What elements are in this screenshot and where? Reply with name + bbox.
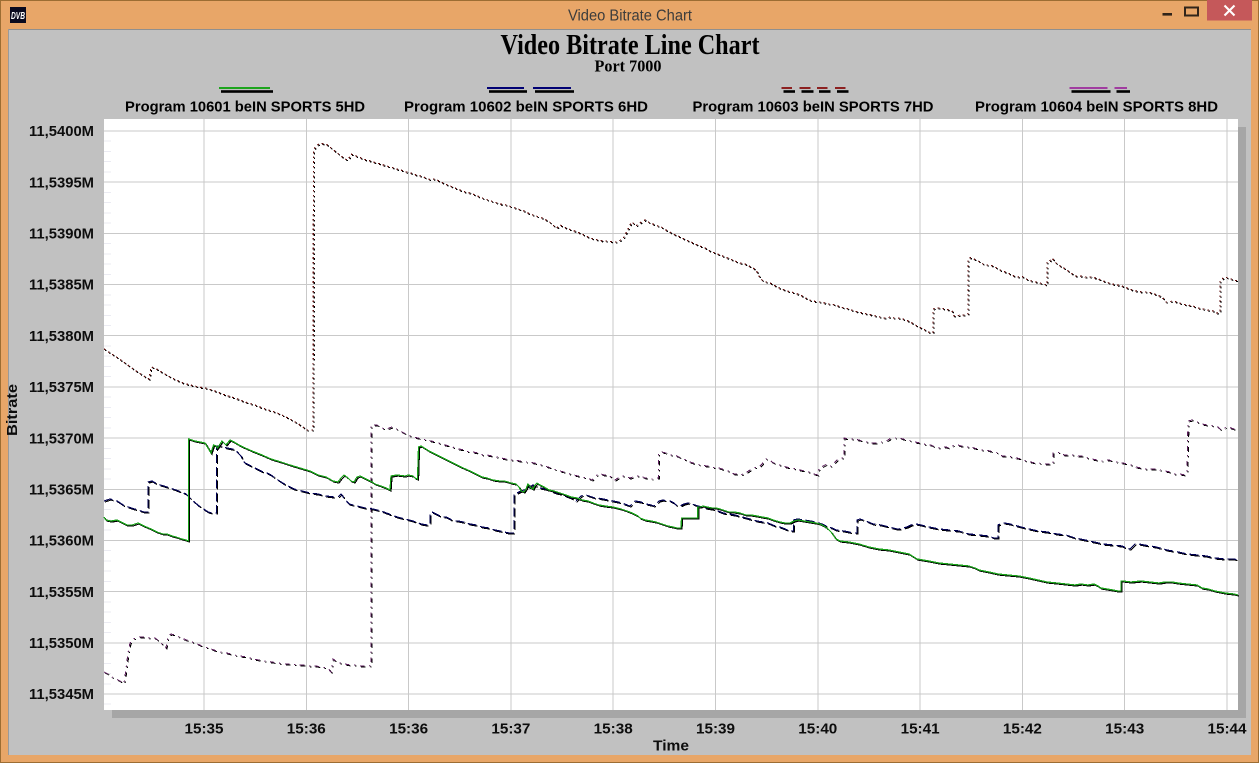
svg-text:11,5385M: 11,5385M [29, 277, 94, 294]
svg-text:15:35: 15:35 [185, 721, 224, 738]
svg-text:15:40: 15:40 [798, 721, 837, 738]
svg-text:15:42: 15:42 [1003, 721, 1042, 738]
svg-text:15:36: 15:36 [287, 721, 326, 738]
svg-text:15:38: 15:38 [594, 721, 633, 738]
svg-text:Program 10603 beIN SPORTS 7HD: Program 10603 beIN SPORTS 7HD [693, 100, 934, 116]
svg-text:11,5400M: 11,5400M [29, 123, 94, 140]
svg-text:Bitrate: Bitrate [4, 384, 21, 436]
svg-text:15:36: 15:36 [389, 721, 428, 738]
svg-text:Video Bitrate Chart: Video Bitrate Chart [568, 8, 693, 25]
svg-text:15:39: 15:39 [696, 721, 735, 738]
svg-text:Program 10602 beIN SPORTS 6HD: Program 10602 beIN SPORTS 6HD [404, 100, 648, 116]
svg-text:Program 10601 beIN SPORTS 5HD: Program 10601 beIN SPORTS 5HD [125, 100, 365, 116]
svg-text:11,5365M: 11,5365M [29, 482, 94, 499]
svg-text:11,5345M: 11,5345M [29, 686, 94, 703]
svg-text:11,5370M: 11,5370M [29, 430, 94, 447]
svg-text:15:44: 15:44 [1208, 721, 1248, 738]
svg-text:Time: Time [653, 738, 689, 755]
svg-text:Port 7000: Port 7000 [595, 57, 662, 76]
svg-text:15:37: 15:37 [491, 721, 530, 738]
svg-text:11,5390M: 11,5390M [29, 226, 94, 243]
svg-text:DVB: DVB [11, 11, 25, 22]
svg-text:Video Bitrate Line Chart: Video Bitrate Line Chart [501, 30, 761, 61]
svg-text:11,5350M: 11,5350M [29, 635, 94, 652]
svg-text:15:41: 15:41 [901, 721, 940, 738]
svg-text:11,5395M: 11,5395M [29, 174, 94, 191]
svg-text:11,5380M: 11,5380M [29, 328, 94, 345]
svg-text:11,5375M: 11,5375M [29, 379, 94, 396]
svg-text:11,5355M: 11,5355M [29, 584, 94, 601]
svg-text:11,5360M: 11,5360M [29, 533, 94, 550]
svg-text:15:43: 15:43 [1105, 721, 1144, 738]
svg-text:Program 10604 beIN SPORTS 8HD: Program 10604 beIN SPORTS 8HD [975, 100, 1218, 116]
